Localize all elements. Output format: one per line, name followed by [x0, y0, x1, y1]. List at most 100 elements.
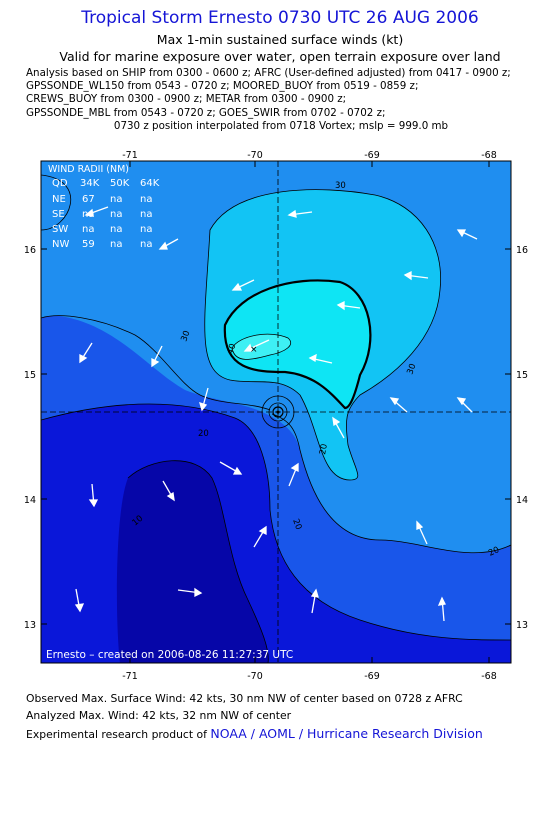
contour-line-max	[223, 279, 372, 410]
wind-arrow	[199, 387, 209, 412]
contour-line-10	[127, 460, 269, 663]
wind-radii-value: na	[110, 209, 122, 220]
wind-radii-value: na	[140, 239, 152, 250]
wind-arrow	[177, 587, 203, 598]
wind-radii-value: 67	[82, 194, 95, 205]
wind-radii-quadrant: SW	[52, 224, 68, 235]
max-wind-marker: ×	[250, 345, 258, 355]
band-max-wind	[224, 280, 371, 408]
wind-arrow	[437, 596, 446, 622]
map-title: Tropical Storm Ernesto 0730 UTC 26 AUG 2…	[81, 8, 479, 28]
wind-arrow	[310, 588, 319, 614]
wind-arrow	[332, 416, 345, 439]
lon-tick-label: -69	[364, 150, 380, 161]
contour-label: 30	[335, 181, 346, 191]
lat-tick-label: 13	[24, 620, 36, 631]
wind-arrow	[403, 270, 429, 281]
wind-radii-value: na	[82, 224, 94, 235]
lon-tick-label: -71	[122, 150, 138, 161]
tick-marks	[41, 161, 511, 663]
wind-radii-value: na	[140, 224, 152, 235]
analysis-line: CREWS_BUOY from 0300 - 0900 z; METAR fro…	[26, 93, 347, 106]
lon-tick-label: -71	[122, 671, 138, 680]
wind-arrow	[79, 342, 93, 364]
analysis-line: Analysis based on SHIP from 0300 - 0600 …	[26, 67, 511, 79]
wind-radii-quadrant: NW	[52, 239, 69, 250]
contour-line-30-east	[271, 413, 511, 554]
contour-label: 20	[198, 429, 209, 439]
wind-arrow	[287, 209, 313, 218]
wind-radii-header: 34K	[80, 178, 100, 189]
wind-arrow	[84, 206, 109, 217]
wind-vectors	[74, 206, 478, 622]
storm-center-icon	[272, 406, 284, 418]
wind-arrow	[231, 279, 255, 291]
wind-arrow	[416, 520, 428, 545]
wind-arrow	[336, 300, 361, 311]
bottom-lon-ticks: -71 -70 -69 -68	[122, 671, 497, 680]
contour-label: 20	[318, 443, 330, 455]
analysis-line: GPSSONDE_MBL from 0543 - 0720 z; GOES_SW…	[26, 106, 386, 119]
lat-tick-label: 16	[516, 245, 528, 256]
wind-radii-value: na	[110, 239, 122, 250]
credit-line: Experimental research product of NOAA / …	[26, 726, 483, 741]
lon-tick-label: -70	[247, 671, 263, 680]
contour-label: 30	[405, 362, 418, 376]
wind-radii-header: 64K	[140, 178, 160, 189]
band-below-10	[116, 460, 269, 663]
wind-field-map[interactable]: 30 40 30 30 20 20 10 20 20	[0, 0, 560, 680]
lat-tick-label: 15	[516, 370, 528, 381]
wind-arrow	[151, 345, 163, 368]
wind-arrow	[219, 461, 243, 475]
contour-line-30-corner	[41, 174, 72, 231]
analysis-line: GPSSONDE_WL150 from 0543 - 0720 z; MOORE…	[26, 80, 419, 93]
analysis-sources: Analysis based on SHIP from 0300 - 0600 …	[26, 67, 556, 133]
wind-arrow	[288, 462, 299, 487]
contour-label: 20	[290, 518, 303, 532]
wind-radii-value: na	[82, 209, 94, 220]
left-lat-ticks: 16 15 14 13	[24, 245, 36, 631]
wind-arrow	[389, 397, 408, 413]
lon-tick-label: -69	[364, 671, 380, 680]
right-lat-ticks: 16 15 14 13	[516, 245, 528, 631]
lat-tick-label: 14	[24, 495, 36, 506]
lat-tick-label: 16	[24, 245, 36, 256]
created-timestamp: Ernesto – created on 2006-08-26 11:27:37…	[46, 649, 293, 661]
wind-arrow	[74, 588, 85, 613]
contour-line-30-inner	[204, 189, 442, 481]
wind-radii-value: na	[140, 194, 152, 205]
wind-arrow	[456, 229, 478, 240]
contour-line-30-west	[41, 315, 271, 411]
map-subtitle-exposure: Valid for marine exposure over water, op…	[59, 49, 501, 64]
analyzed-max-wind: Analyzed Max. Wind: 42 kts, 32 nm NW of …	[26, 709, 292, 722]
map-subtitle-units: Max 1-min sustained surface winds (kt)	[156, 32, 404, 47]
contour-line-20	[41, 403, 511, 641]
lon-tick-label: -70	[247, 150, 263, 161]
wind-arrow	[253, 525, 267, 548]
wind-arrow	[158, 238, 179, 250]
hrd-link[interactable]: NOAA / AOML / Hurricane Research Divisio…	[210, 726, 483, 741]
wind-arrow	[162, 480, 175, 502]
wind-arrow	[243, 339, 270, 352]
wind-arrow	[456, 397, 473, 413]
wind-radii-title: WIND RADII (NM)	[48, 164, 129, 175]
credit-prefix: Experimental research product of	[26, 728, 207, 741]
wind-radii-value: na	[110, 194, 122, 205]
wind-radii-quadrant: NE	[52, 194, 66, 205]
lat-tick-label: 15	[24, 370, 36, 381]
wind-arrow	[88, 483, 99, 508]
wind-contour-field: 30 40 30 30 20 20 10 20 20	[41, 161, 511, 663]
top-lon-ticks: -71 -70 -69 -68	[122, 150, 497, 161]
plot-frame	[40, 160, 512, 664]
wind-radii-value: na	[140, 209, 152, 220]
lon-tick-label: -68	[481, 671, 497, 680]
wind-radii-header: 50K	[110, 178, 130, 189]
position-note: 0730 z position interpolated from 0718 V…	[113, 119, 449, 132]
contour-label: 30	[179, 329, 192, 343]
wind-radii-header: QD	[52, 178, 68, 189]
observed-max-wind: Observed Max. Surface Wind: 42 kts, 30 n…	[26, 692, 463, 705]
wind-radii-table: WIND RADII (NM) QD 34K 50K 64K NE 67 na …	[48, 164, 160, 250]
wind-radii-quadrant: SE	[52, 209, 65, 220]
contour-label: 20	[487, 545, 501, 559]
lat-tick-label: 13	[516, 620, 528, 631]
